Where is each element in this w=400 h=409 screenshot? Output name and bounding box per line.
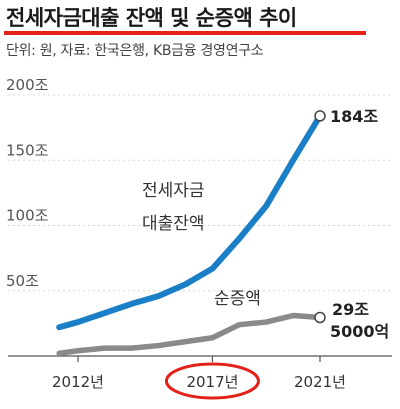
series-label: 전세자금 <box>142 181 205 201</box>
y-axis-ticks: 200조 150조 100조 50조 <box>6 76 49 290</box>
y-tick-label: 150조 <box>6 141 49 159</box>
series-label: 대출잔액 <box>142 214 205 234</box>
x-tick-label: 2021년 <box>294 373 346 391</box>
grid-lines <box>8 94 392 292</box>
series-line <box>56 312 323 357</box>
end-point-marker <box>314 311 326 324</box>
end-value-label: 184조 <box>330 107 378 126</box>
x-tick-label: 2017년 <box>186 373 238 391</box>
end-value-label: 29조 <box>332 300 369 319</box>
x-tick-label: 2012년 <box>52 373 104 391</box>
x-axis-ticks: 2012년 2017년 2021년 <box>52 356 346 400</box>
highlight-circle <box>164 362 260 400</box>
series-label: 순증액 <box>214 289 261 309</box>
end-point-marker <box>314 110 326 122</box>
end-value-label: 5000억 <box>330 322 389 341</box>
series-line <box>56 112 323 331</box>
title-underline <box>4 31 366 35</box>
chart-title: 전세자금대출 잔액 및 순증액 추이 <box>6 6 297 30</box>
y-tick-label: 50조 <box>6 272 39 290</box>
y-tick-label: 200조 <box>6 76 49 94</box>
series-lines <box>56 110 326 357</box>
y-tick-label: 100조 <box>6 207 49 225</box>
chart-subtitle: 단위: 원, 자료: 한국은행, KB금융 경영연구소 <box>6 43 264 59</box>
